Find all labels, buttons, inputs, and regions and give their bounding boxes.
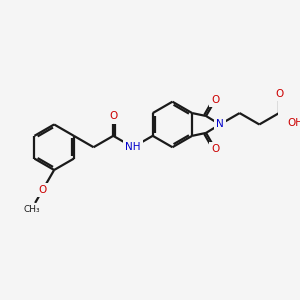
Text: N: N [216,119,224,130]
Text: O: O [211,144,220,154]
Text: NH: NH [125,142,141,152]
Text: O: O [275,89,283,99]
Text: O: O [109,112,117,122]
Text: CH₃: CH₃ [23,205,40,214]
Text: OH: OH [288,118,300,128]
Text: O: O [39,185,47,195]
Text: O: O [211,95,220,105]
